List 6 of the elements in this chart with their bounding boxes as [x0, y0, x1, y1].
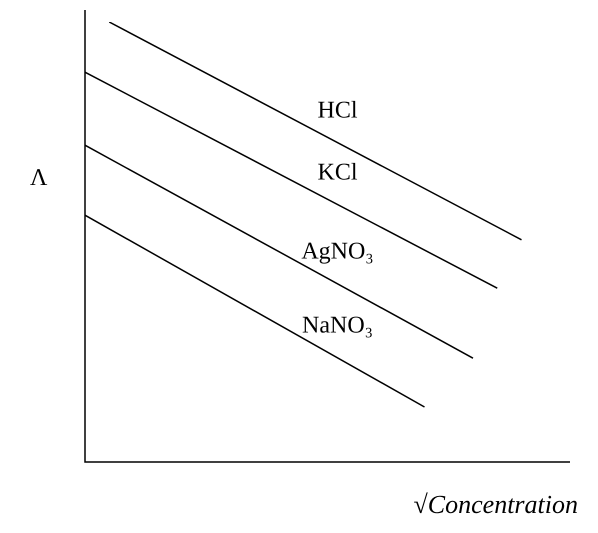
series-label: HCl [317, 98, 358, 124]
series-label: KCl [317, 160, 358, 186]
y-axis-title: Λ [30, 165, 48, 192]
x-axis-title: √Concentration [414, 490, 578, 520]
series-label: AgNO₃ [301, 238, 374, 265]
series-label: NaNO₃ [302, 312, 374, 338]
